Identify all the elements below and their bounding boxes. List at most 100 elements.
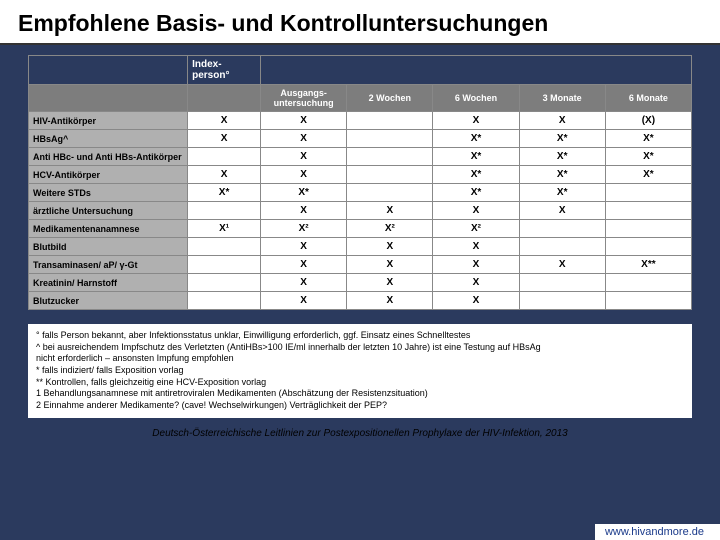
header-tp-2: 6 Wochen — [433, 85, 519, 112]
row-data-cell: X² — [433, 220, 519, 238]
row-data-cell: X — [347, 274, 433, 292]
row-data-cell — [347, 148, 433, 166]
row-index-cell — [188, 238, 261, 256]
row-data-cell — [605, 202, 691, 220]
footnote-line: ^ bei ausreichendem Impfschutz des Verle… — [36, 342, 684, 354]
row-data-cell: X — [433, 202, 519, 220]
header-tp-4: 6 Monate — [605, 85, 691, 112]
row-index-cell: X — [188, 166, 261, 184]
row-data-cell: X — [433, 238, 519, 256]
row-data-cell: X* — [519, 166, 605, 184]
row-index-cell: X¹ — [188, 220, 261, 238]
row-label: ärztliche Untersuchung — [29, 202, 188, 220]
row-label: Transaminasen/ aP/ γ-Gt — [29, 256, 188, 274]
header-sub-blank1 — [29, 85, 188, 112]
table-row: ärztliche UntersuchungXXXX — [29, 202, 692, 220]
footnotes-block: ° falls Person bekannt, aber Infektionss… — [28, 324, 692, 418]
header-tp-1: 2 Wochen — [347, 85, 433, 112]
row-data-cell: X — [433, 292, 519, 310]
row-data-cell — [605, 292, 691, 310]
row-data-cell: X — [433, 112, 519, 130]
table-row: HIV-AntikörperXXXX(X) — [29, 112, 692, 130]
row-data-cell — [519, 220, 605, 238]
title-bar: Empfohlene Basis- und Kontrolluntersuchu… — [0, 0, 720, 45]
table-row: MedikamentenanamneseX¹X²X²X² — [29, 220, 692, 238]
row-index-cell — [188, 148, 261, 166]
row-data-cell: X — [519, 256, 605, 274]
row-index-cell — [188, 274, 261, 292]
row-data-cell: X* — [519, 184, 605, 202]
row-data-cell — [519, 238, 605, 256]
row-label: Medikamentenanamnese — [29, 220, 188, 238]
row-data-cell: X — [347, 202, 433, 220]
row-data-cell: X — [347, 256, 433, 274]
row-label: Blutzucker — [29, 292, 188, 310]
header-row-top: Index-person° — [29, 56, 692, 85]
row-data-cell — [605, 274, 691, 292]
row-data-cell: X — [433, 256, 519, 274]
row-data-cell: X* — [433, 166, 519, 184]
footnote-line: * falls indiziert/ falls Exposition vorl… — [36, 365, 684, 377]
row-data-cell: X** — [605, 256, 691, 274]
row-data-cell — [347, 112, 433, 130]
row-data-cell — [347, 130, 433, 148]
row-data-cell: (X) — [605, 112, 691, 130]
table-row: Anti HBc- und Anti HBs-AntikörperXX*X*X* — [29, 148, 692, 166]
row-data-cell: X* — [605, 148, 691, 166]
row-data-cell: X — [261, 148, 347, 166]
table-row: Transaminasen/ aP/ γ-GtXXXXX** — [29, 256, 692, 274]
row-data-cell: X — [519, 202, 605, 220]
content-area: Index-person° Ausgangs-untersuchung 2 Wo… — [0, 45, 720, 443]
citation-text: Deutsch-Österreichische Leitlinien zur P… — [28, 418, 692, 443]
footnote-line: ° falls Person bekannt, aber Infektionss… — [36, 330, 684, 342]
row-data-cell — [605, 220, 691, 238]
examination-table: Index-person° Ausgangs-untersuchung 2 Wo… — [28, 55, 692, 310]
row-data-cell: X — [261, 130, 347, 148]
row-index-cell: X* — [188, 184, 261, 202]
table-row: BlutbildXXX — [29, 238, 692, 256]
row-data-cell: X* — [605, 166, 691, 184]
row-data-cell: X — [261, 274, 347, 292]
row-data-cell: X — [519, 112, 605, 130]
row-data-cell — [605, 238, 691, 256]
row-data-cell: X — [347, 292, 433, 310]
footer-link[interactable]: www.hivandmore.de — [595, 524, 720, 540]
row-label: Anti HBc- und Anti HBs-Antikörper — [29, 148, 188, 166]
row-data-cell: X* — [433, 148, 519, 166]
row-index-cell — [188, 202, 261, 220]
footnote-line: nicht erforderlich – ansonsten Impfung e… — [36, 353, 684, 365]
row-data-cell: X — [261, 202, 347, 220]
row-label: Blutbild — [29, 238, 188, 256]
table-row: HBsAg^XXX*X*X* — [29, 130, 692, 148]
row-data-cell: X* — [519, 148, 605, 166]
row-index-cell — [188, 292, 261, 310]
row-data-cell: X — [261, 238, 347, 256]
row-data-cell — [347, 184, 433, 202]
row-data-cell — [519, 292, 605, 310]
row-data-cell — [605, 184, 691, 202]
table-row: Kreatinin/ HarnstoffXXX — [29, 274, 692, 292]
header-sub-blank2 — [188, 85, 261, 112]
row-data-cell: X — [261, 166, 347, 184]
footnote-line: 1 Behandlungsanamnese mit antiretroviral… — [36, 388, 684, 400]
row-data-cell: X* — [519, 130, 605, 148]
header-blank — [29, 56, 188, 85]
row-data-cell: X — [261, 292, 347, 310]
row-data-cell: X — [261, 112, 347, 130]
row-label: Weitere STDs — [29, 184, 188, 202]
row-index-cell: X — [188, 130, 261, 148]
table-row: BlutzuckerXXX — [29, 292, 692, 310]
row-data-cell: X* — [605, 130, 691, 148]
header-tp-0: Ausgangs-untersuchung — [261, 85, 347, 112]
row-data-cell: X² — [261, 220, 347, 238]
row-data-cell: X* — [261, 184, 347, 202]
row-label: HCV-Antikörper — [29, 166, 188, 184]
footnote-line: ** Kontrollen, falls gleichzeitig eine H… — [36, 377, 684, 389]
row-index-cell: X — [188, 112, 261, 130]
row-label: Kreatinin/ Harnstoff — [29, 274, 188, 292]
table-row: HCV-AntikörperXXX*X*X* — [29, 166, 692, 184]
row-data-cell: X² — [347, 220, 433, 238]
table-row: Weitere STDsX*X*X*X* — [29, 184, 692, 202]
row-data-cell: X — [433, 274, 519, 292]
row-data-cell: X — [261, 256, 347, 274]
